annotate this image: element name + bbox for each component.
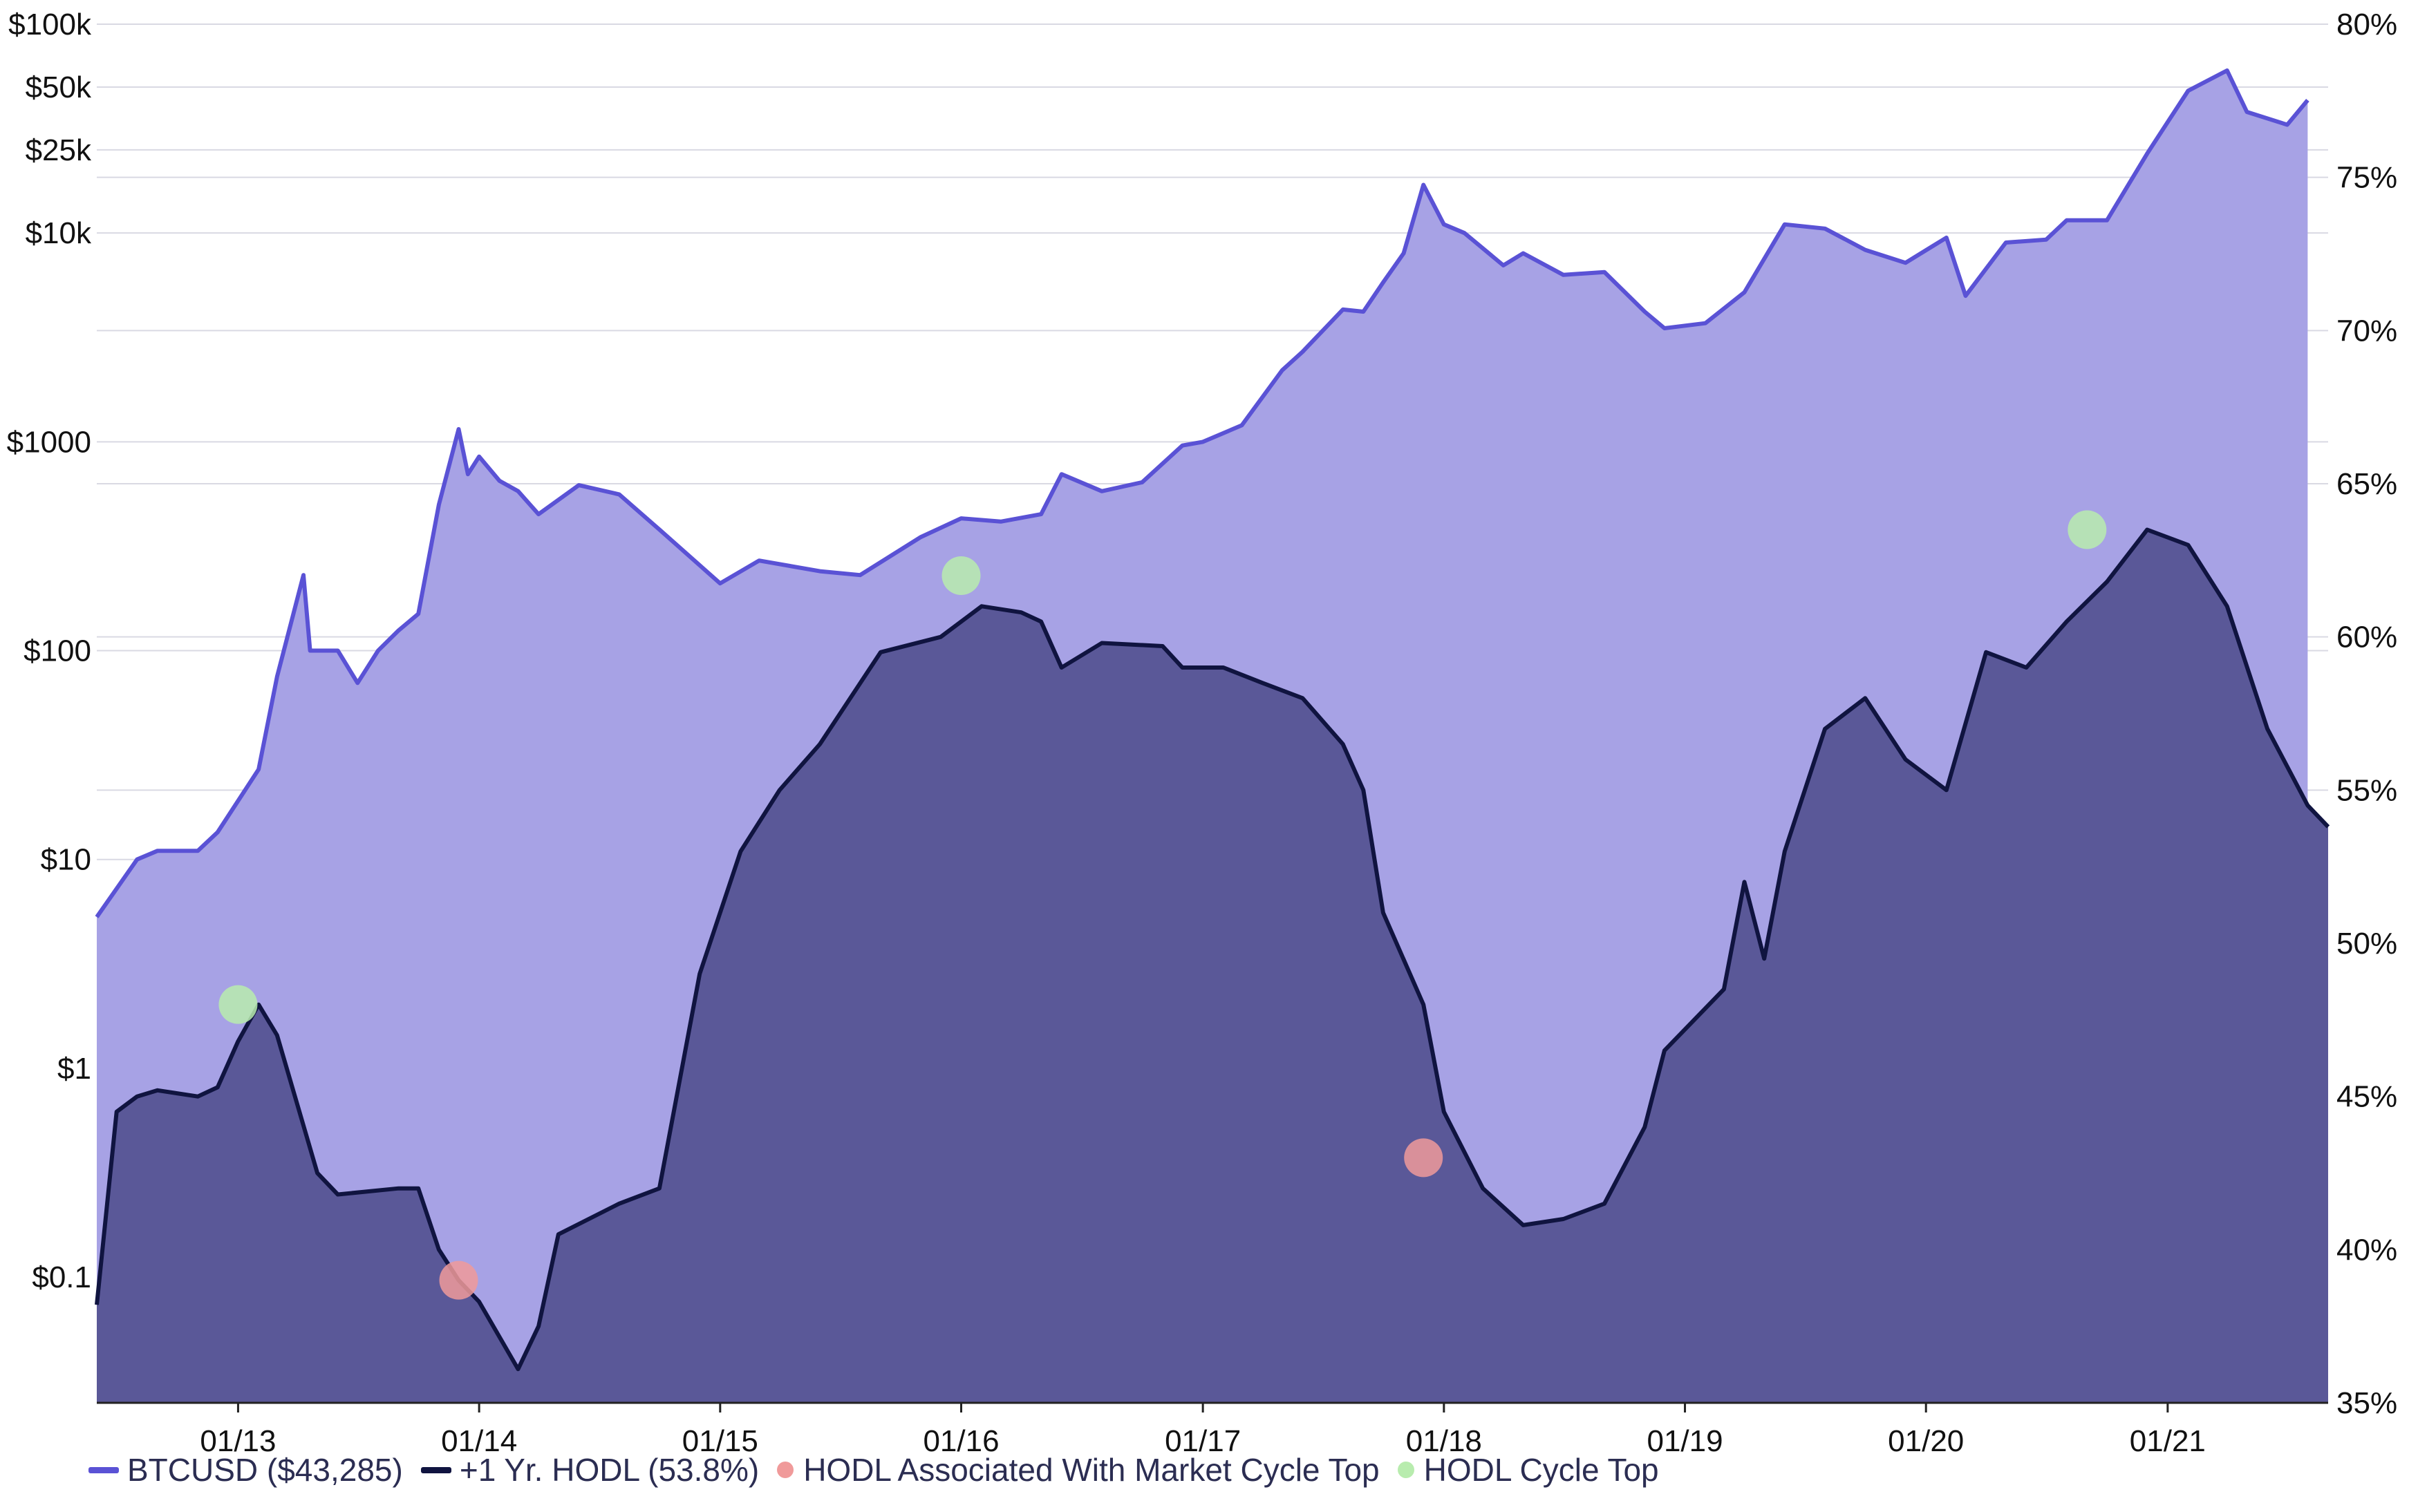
markers — [218, 510, 2107, 1300]
x-tick-label: 01/17 — [1165, 1424, 1241, 1458]
hodl-cycle-top-marker — [941, 556, 981, 595]
y-right-tick-label: 50% — [2336, 927, 2397, 961]
y-left-tick-label: $100 — [24, 634, 91, 668]
y-right-tick-label: 70% — [2336, 314, 2397, 348]
legend-item-btcusd[interactable]: BTCUSD ($43,285) — [88, 1451, 403, 1489]
x-tick-label: 01/20 — [1888, 1424, 1964, 1458]
legend-swatch-market-cycle-top — [777, 1462, 794, 1478]
y-right-tick-label: 60% — [2336, 621, 2397, 654]
legend: BTCUSD ($43,285) +1 Yr. HODL (53.8%) HOD… — [88, 1451, 1677, 1489]
x-tick-label: 01/15 — [682, 1424, 758, 1458]
y-left-tick-label: $1000 — [7, 425, 91, 459]
x-tick-label: 01/18 — [1406, 1424, 1482, 1458]
x-tick-label: 01/16 — [923, 1424, 999, 1458]
legend-swatch-hodl — [420, 1466, 451, 1473]
legend-swatch-btcusd — [88, 1466, 119, 1473]
legend-item-hodl[interactable]: +1 Yr. HODL (53.8%) — [420, 1451, 760, 1489]
y-right-tick-label: 65% — [2336, 467, 2397, 501]
y-left-tick-label: $1 — [57, 1052, 91, 1086]
y-left-tick-label: $50k — [26, 70, 92, 104]
hodl-area-fill — [97, 529, 2328, 1403]
x-tick-label: 01/21 — [2130, 1424, 2206, 1458]
x-tick-label: 01/19 — [1647, 1424, 1723, 1458]
hodl-cycle-top-marker — [218, 985, 258, 1024]
legend-item-market-cycle-top[interactable]: HODL Associated With Market Cycle Top — [777, 1451, 1380, 1489]
x-tick-label: 01/14 — [441, 1424, 517, 1458]
legend-label-btcusd: BTCUSD ($43,285) — [127, 1452, 403, 1488]
legend-item-hodl-cycle-top[interactable]: HODL Cycle Top — [1397, 1451, 1659, 1489]
hodl-line — [95, 527, 2330, 1372]
y-left-tick-label: $10 — [41, 843, 91, 877]
btcusd-line — [95, 68, 2309, 918]
y-left-tick-label: $100k — [8, 8, 92, 41]
y-left-tick-label: $0.1 — [32, 1260, 91, 1294]
x-tick-label: 01/13 — [200, 1424, 276, 1458]
axes: $0.1 $1 $10 $100 $1000 $10k $25k $50k $100k 35% 40… — [7, 8, 2397, 1458]
legend-swatch-hodl-cycle-top — [1397, 1462, 1414, 1478]
market-cycle-top-marker — [1404, 1138, 1443, 1178]
y-right-tick-label: 55% — [2336, 773, 2397, 807]
y-left-tick-label: $10k — [26, 216, 92, 250]
y-right-tick-label: 75% — [2336, 161, 2397, 195]
y-right-tick-label: 40% — [2336, 1233, 2397, 1267]
y-right-tick-label: 80% — [2336, 8, 2397, 41]
legend-label-market-cycle-top: HODL Associated With Market Cycle Top — [803, 1452, 1380, 1488]
market-cycle-top-marker — [439, 1260, 478, 1300]
y-right-tick-label: 35% — [2336, 1386, 2397, 1420]
hodl-cycle-top-marker — [2068, 510, 2107, 549]
hodl-area — [95, 527, 2330, 1403]
legend-label-hodl-cycle-top: HODL Cycle Top — [1423, 1452, 1659, 1488]
y-left-tick-label: $25k — [26, 133, 92, 167]
y-right-tick-label: 45% — [2336, 1080, 2397, 1114]
legend-label-hodl: +1 Yr. HODL (53.8%) — [459, 1452, 760, 1488]
